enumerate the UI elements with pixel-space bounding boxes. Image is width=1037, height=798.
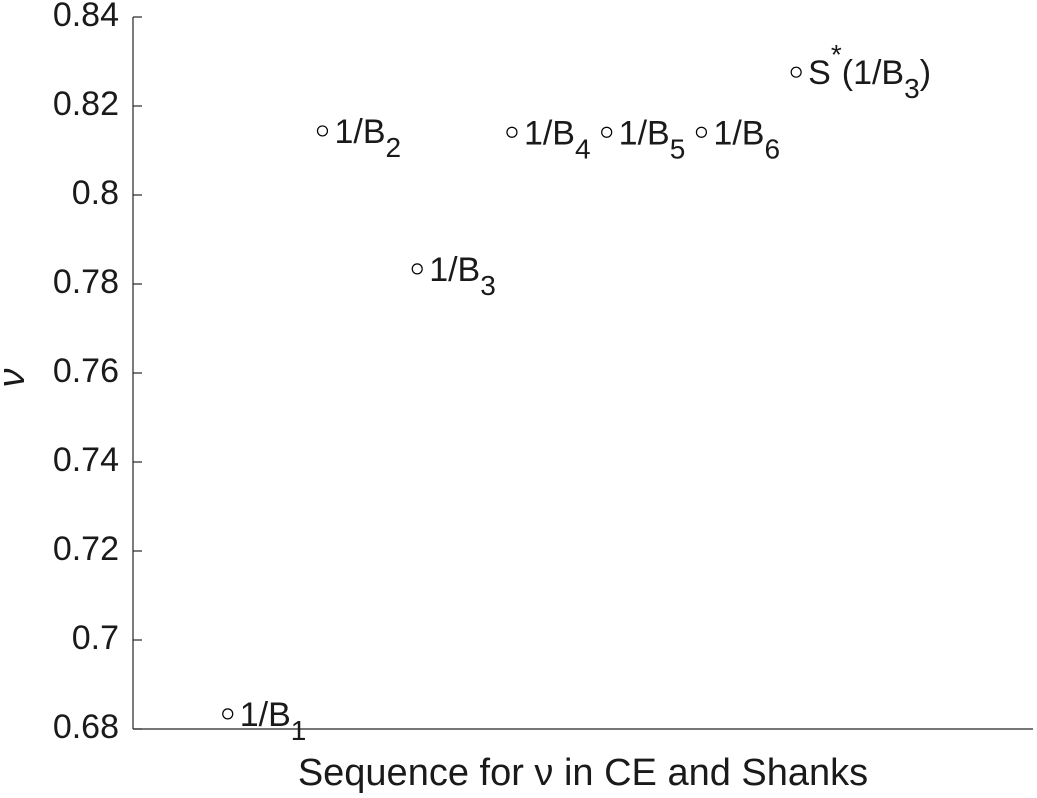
y-tick-label: 0.82 — [53, 85, 119, 123]
point-label-part: S — [808, 54, 831, 92]
point-label: 1/B1 — [240, 696, 307, 746]
point-label-part: 1/B — [334, 113, 385, 151]
point-label-part: 5 — [670, 133, 686, 164]
point-label: 1/B4 — [524, 114, 591, 164]
y-tick-label: 0.68 — [53, 708, 119, 746]
point-label: S*(1/B3) — [808, 39, 931, 104]
point — [506, 126, 518, 138]
point-label-part: * — [831, 39, 842, 70]
point-label: 1/B2 — [334, 113, 401, 163]
point-label: 1/B5 — [619, 114, 686, 164]
point — [695, 126, 708, 138]
point-label: 1/B6 — [713, 114, 780, 164]
y-tick-label: 0.74 — [53, 441, 119, 479]
x-axis-label: Sequence for ν in CE and Shanks — [298, 752, 868, 794]
point-label-part: 2 — [386, 132, 402, 163]
y-tick-label: 0.72 — [53, 530, 119, 568]
point — [411, 263, 423, 275]
point-label-part: 3 — [480, 270, 496, 301]
y-tick-label: 0.84 — [53, 0, 119, 34]
point-label-part: 1/B — [429, 251, 480, 289]
point-label-part: 1/B — [524, 114, 575, 152]
y-tick-label: 0.76 — [53, 352, 119, 390]
point-label-part: 3 — [904, 73, 920, 104]
y-axis-label: ν — [0, 369, 33, 388]
point-label-part: 1/B — [240, 696, 291, 734]
point-label-part: 1 — [291, 715, 307, 746]
point-label: 1/B3 — [429, 251, 496, 301]
point — [316, 125, 329, 137]
point-label-part: 6 — [764, 133, 780, 164]
point-label-part: ) — [920, 54, 931, 92]
y-tick-label: 0.8 — [72, 174, 119, 212]
point-label-part: 4 — [575, 133, 591, 164]
y-tick-label: 0.78 — [53, 263, 119, 301]
y-tick-label: 0.7 — [72, 619, 119, 657]
point-label-part: 1/B — [713, 114, 764, 152]
point-label-part: (1/B — [842, 54, 904, 92]
point — [601, 126, 613, 138]
point-label-part: 1/B — [619, 114, 670, 152]
point — [790, 66, 802, 78]
point — [222, 708, 234, 720]
